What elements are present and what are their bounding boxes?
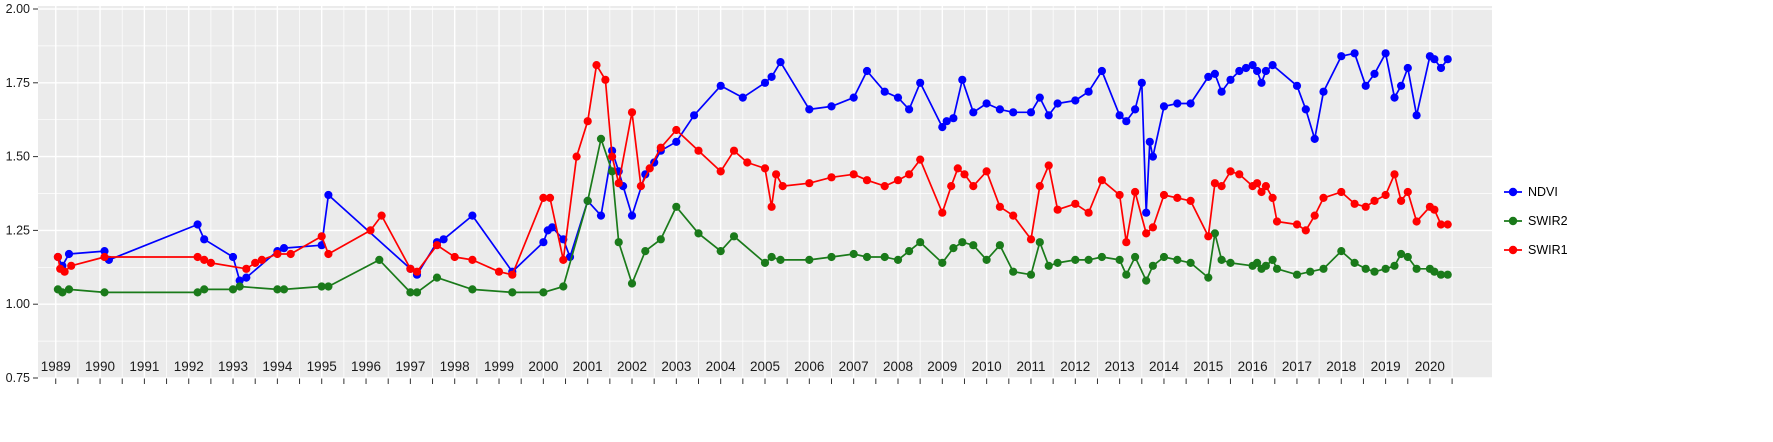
chart-svg: 1989 1990 1991 1992 1993 1994 1995 1996 1997 1998… <box>6 2 1492 385</box>
x-tick-label: 2001 <box>573 359 603 374</box>
x-tick-label: 2013 <box>1105 359 1135 374</box>
legend-key-ndvi-icon <box>1504 187 1522 197</box>
x-tick-label: 1989 <box>41 359 71 374</box>
series-ndvi <box>53 49 1452 285</box>
x-tick-label: 2016 <box>1238 359 1268 374</box>
x-tick-label: 2009 <box>927 359 957 374</box>
y-axis-labels: 0.75 1.00 1.25 1.50 1.75 2.00 <box>6 2 30 385</box>
x-tick-label: 2011 <box>1016 359 1045 374</box>
axis-ticks <box>33 8 1453 384</box>
x-tick-label: 1998 <box>440 359 470 374</box>
legend-label-swir1: SWIR1 <box>1528 243 1568 257</box>
x-tick-label: 2006 <box>794 359 824 374</box>
x-tick-label: 2003 <box>661 359 691 374</box>
x-tick-label: 1996 <box>351 359 381 374</box>
x-tick-label: 2017 <box>1282 359 1312 374</box>
x-tick-label: 2018 <box>1326 359 1356 374</box>
series-swir2 <box>53 134 1452 297</box>
x-tick-label: 2010 <box>972 359 1002 374</box>
legend-label-ndvi: NDVI <box>1528 185 1558 199</box>
x-axis-labels: 1989 1990 1991 1992 1993 1994 1995 1996 1997 1998… <box>41 359 1445 374</box>
x-tick-label: 2007 <box>839 359 869 374</box>
x-tick-label: 2000 <box>528 359 558 374</box>
series-swir1 <box>53 61 1452 279</box>
x-tick-label: 1997 <box>395 359 425 374</box>
y-tick-label: 1.50 <box>6 150 30 164</box>
legend-item-swir1: SWIR1 <box>1503 240 1773 260</box>
x-tick-label: 2008 <box>883 359 913 374</box>
legend-key-swir2-icon <box>1504 216 1522 226</box>
x-tick-label: 2020 <box>1415 359 1445 374</box>
y-tick-label: 0.75 <box>6 371 30 385</box>
x-tick-label: 1995 <box>307 359 337 374</box>
x-tick-label: 2014 <box>1149 359 1180 374</box>
y-tick-label: 2.00 <box>6 2 30 16</box>
y-tick-label: 1.75 <box>6 76 30 90</box>
x-tick-label: 1994 <box>262 359 293 374</box>
x-tick-label: 2015 <box>1193 359 1223 374</box>
legend-key-swir1-icon <box>1504 245 1522 255</box>
x-tick-label: 2002 <box>617 359 647 374</box>
x-tick-label: 2004 <box>706 359 737 374</box>
legend-item-swir2: SWIR2 <box>1503 211 1773 231</box>
x-tick-label: 2012 <box>1060 359 1090 374</box>
x-tick-label: 1992 <box>174 359 204 374</box>
y-tick-label: 1.00 <box>6 297 30 311</box>
x-tick-label: 1991 <box>129 359 159 374</box>
x-tick-label: 2005 <box>750 359 780 374</box>
legend-item-ndvi: NDVI <box>1503 182 1773 202</box>
x-tick-label: 1990 <box>85 359 115 374</box>
x-tick-label: 1993 <box>218 359 248 374</box>
x-tick-label: 2019 <box>1371 359 1401 374</box>
gridlines <box>38 6 1492 379</box>
chart-area: 1989 1990 1991 1992 1993 1994 1995 1996 1997 1998… <box>6 2 1492 385</box>
x-tick-label: 1999 <box>484 359 514 374</box>
legend: NDVI SWIR2 SWIR1 <box>1495 0 1773 442</box>
legend-label-swir2: SWIR2 <box>1528 214 1568 228</box>
y-tick-label: 1.25 <box>6 223 30 237</box>
